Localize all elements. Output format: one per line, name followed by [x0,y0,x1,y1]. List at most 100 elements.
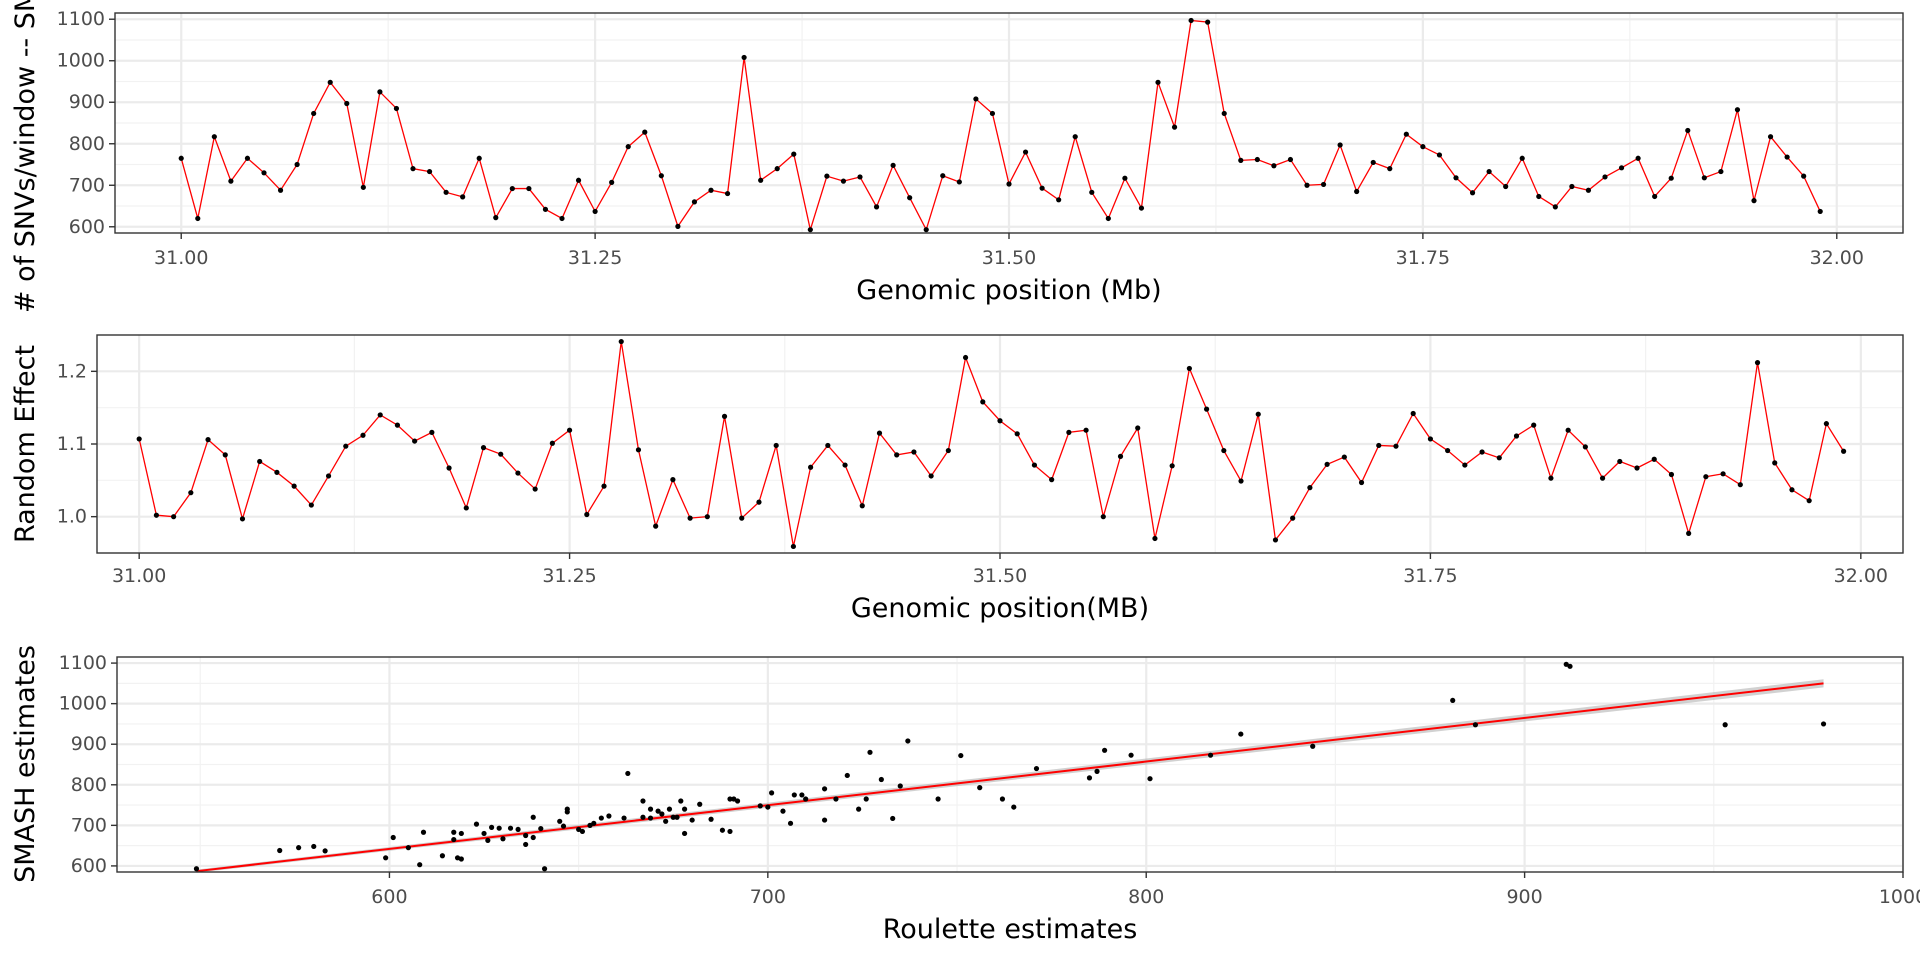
data-point [727,828,733,835]
data-point [1436,152,1443,158]
data-point [609,179,615,185]
roulette-vs-smash-scatter-panel: 600 700 800 900 1000 600 700 800 900 1000 1100 Roul… [10,645,1920,945]
data-point [1450,697,1456,704]
data-point [640,814,646,820]
data-point [1393,443,1399,449]
data-point [420,829,427,835]
data-point [426,168,433,175]
y-axis-title: SMASH estimates [10,645,41,883]
data-point [1083,427,1089,433]
data-point [1117,453,1124,459]
data-point [876,430,883,436]
data-point [867,749,873,755]
data-point [973,96,979,102]
data-point [443,189,449,195]
data-point [719,827,726,833]
data-point [1784,154,1790,160]
data-point [244,155,251,161]
data-point [765,804,771,810]
data-point [1427,436,1434,442]
data-point [1376,442,1382,449]
data-point [803,796,809,802]
data-point [541,866,548,872]
data-point [1169,463,1175,469]
y-tick-label: 1.2 [57,360,87,382]
y-tick-label: 800 [69,133,105,155]
y-tick-label: 900 [69,91,105,113]
data-point [360,184,366,190]
data-points [193,661,1827,872]
data-point [697,801,703,807]
data-point [1720,471,1726,477]
data-point [1171,124,1178,130]
data-point [666,806,673,812]
data-point [642,129,648,135]
data-point [507,825,514,831]
data-point [1094,768,1100,774]
data-point [1582,444,1588,450]
data-point [791,151,797,157]
data-point [542,206,549,212]
data-point [1479,449,1485,455]
data-point [708,187,714,193]
data-point [894,452,900,458]
y-tick-label: 1000 [59,693,107,715]
data-point [564,809,570,815]
data-point [1820,721,1827,727]
data-point [757,803,763,809]
data-point [678,798,684,804]
data-point [863,796,869,802]
y-tick-label: 600 [69,216,105,238]
data-point [787,820,794,826]
data-point [935,796,941,802]
data-point [205,437,211,443]
data-point [997,418,1003,424]
x-tick-label: 900 [1506,886,1542,908]
data-point [171,514,177,520]
data-point [1469,190,1476,196]
data-point [136,436,142,442]
data-point [1221,447,1227,454]
data-point [377,89,383,95]
data-point [940,173,946,179]
y-tick-label: 1100 [57,8,105,30]
data-point [704,514,710,520]
x-axis-title: Roulette estimates [883,914,1138,945]
data-point [799,792,805,798]
data-point [773,442,779,449]
data-point [1370,159,1376,166]
y-tick-label: 1000 [57,50,105,72]
data-point [480,445,487,451]
data-point [1445,447,1451,454]
data-point [655,808,661,814]
data-point [1147,776,1153,782]
data-point [538,825,544,832]
data-point [1652,193,1658,200]
data-point [681,806,688,812]
y-tick-label: 700 [69,174,105,196]
data-point [647,815,654,821]
data-point [592,208,598,215]
smash-snv-line-panel: 31.00 31.25 31.50 31.75 32.00 600 700 800 900 100… [10,0,1904,313]
x-tick-label: 700 [750,886,786,908]
data-point [390,834,396,841]
data-point [653,523,659,529]
data-point [663,818,669,824]
data-point [1324,461,1330,467]
data-point [1205,19,1211,25]
data-point [807,227,813,233]
data-point [791,792,797,798]
data-point [890,162,896,168]
data-point [1599,475,1606,481]
data-point [873,204,880,210]
data-point [1635,155,1641,161]
gridlines [117,657,1905,872]
data-point [907,195,913,201]
data-point [274,469,280,475]
data-point [1841,448,1847,454]
x-tick-label: 31.00 [154,247,208,269]
data-point [322,848,328,854]
x-tick-label: 31.50 [973,565,1027,587]
data-point [410,166,416,172]
data-point [905,738,911,744]
